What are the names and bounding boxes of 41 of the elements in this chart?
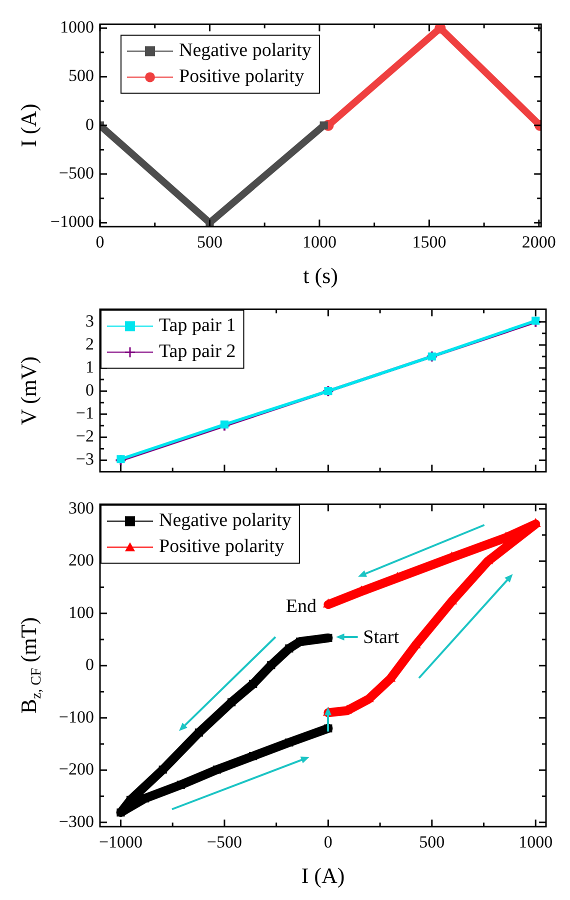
x-axis-title: I (A) (301, 862, 345, 888)
x-tick-label: 0 (324, 832, 332, 852)
y-axis-title: Bz, CF (mT) (16, 617, 44, 714)
legend-label: Positive polarity (159, 536, 285, 558)
y-tick-label: 0 (86, 380, 94, 400)
y-axis-title: V (mV) (16, 356, 41, 426)
x-axis-title: t (s) (303, 262, 338, 288)
x-tick-label: 1000 (518, 832, 553, 852)
legend-label: Tap pair 1 (159, 315, 236, 336)
legend-label: Positive polarity (179, 66, 305, 88)
y-tick-label: 300 (68, 498, 94, 518)
x-tick-label: 2000 (522, 232, 556, 252)
legend-label: Negative polarity (179, 40, 312, 62)
y-tick-label: 100 (68, 602, 94, 622)
x-tick-label: 500 (419, 832, 445, 852)
y-tick-label: 1000 (60, 18, 94, 37)
y-tick-label: 500 (68, 66, 94, 86)
y-tick-label: 200 (68, 550, 94, 570)
annotation: End (286, 596, 318, 618)
y-tick-label: −500 (58, 164, 94, 183)
y-tick-label: −300 (58, 812, 94, 831)
y-tick-label: −3 (76, 450, 94, 469)
x-tick-label: 1000 (302, 232, 336, 252)
y-tick-label: −2 (76, 426, 94, 446)
x-tick-label: −500 (206, 832, 242, 852)
y-tick-label: 0 (86, 114, 94, 134)
y-tick-label: 2 (86, 334, 94, 354)
y-tick-label: 1 (86, 357, 94, 376)
x-tick-label: 1500 (412, 232, 446, 252)
y-tick-label: −100 (58, 707, 94, 726)
annotation: Start (363, 626, 400, 648)
y-tick-label: −1000 (50, 212, 94, 232)
x-tick-label: 500 (196, 232, 222, 252)
y-tick-label: 0 (86, 655, 94, 674)
legend-label: Tap pair 2 (159, 341, 236, 362)
y-tick-label: −200 (58, 760, 94, 779)
legend-label: Negative polarity (159, 510, 292, 532)
y-tick-label: 3 (86, 311, 94, 330)
y-tick-label: −1 (76, 404, 94, 423)
x-tick-label: −1000 (98, 832, 143, 852)
y-axis-title: I (A) (16, 104, 41, 148)
